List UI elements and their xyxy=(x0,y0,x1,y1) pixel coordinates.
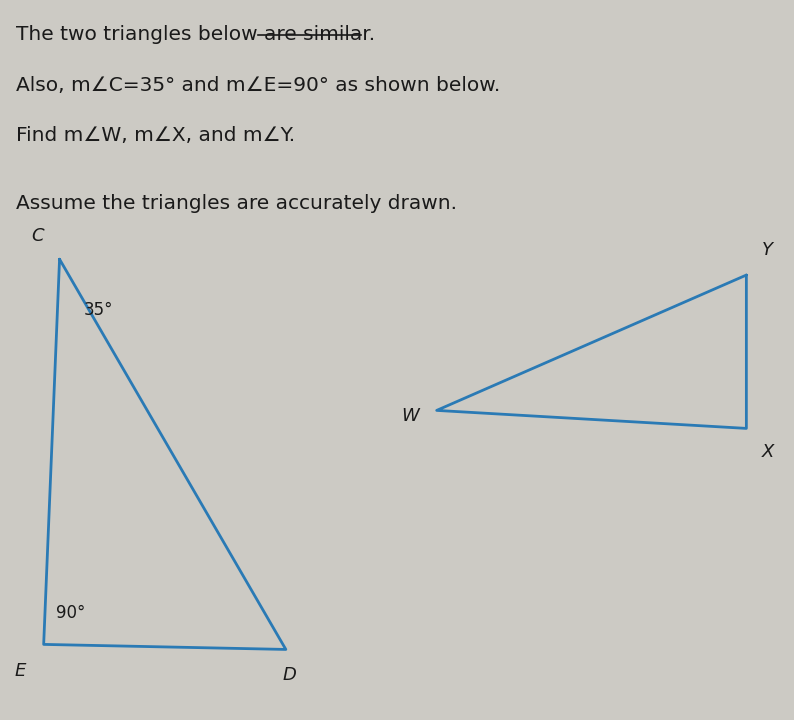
Text: C: C xyxy=(31,227,44,245)
Text: E: E xyxy=(14,662,25,680)
Text: X: X xyxy=(762,443,775,461)
Text: Y: Y xyxy=(762,241,773,259)
Text: D: D xyxy=(283,666,297,684)
Text: Find m∠W, m∠X, and m∠Y.: Find m∠W, m∠X, and m∠Y. xyxy=(16,126,295,145)
Text: W: W xyxy=(402,408,419,425)
Text: Assume the triangles are accurately drawn.: Assume the triangles are accurately draw… xyxy=(16,194,457,213)
Text: Also, m∠C=35° and m∠E=90° as shown below.: Also, m∠C=35° and m∠E=90° as shown below… xyxy=(16,76,500,94)
Text: The two triangles below are similar.: The two triangles below are similar. xyxy=(16,25,375,44)
Text: 35°: 35° xyxy=(83,301,113,318)
Text: 90°: 90° xyxy=(56,605,85,622)
